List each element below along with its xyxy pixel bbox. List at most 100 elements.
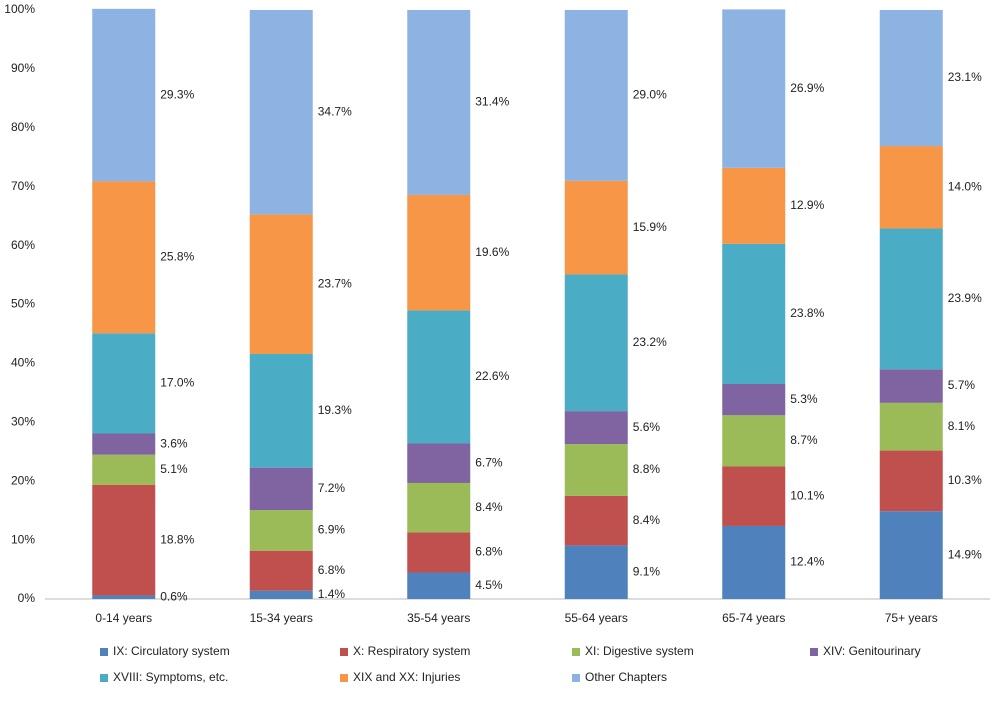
bar-segment bbox=[564, 274, 628, 412]
value-label: 6.7% bbox=[475, 455, 503, 469]
bar-segment bbox=[407, 482, 471, 533]
bar-segment bbox=[92, 181, 156, 334]
value-label: 5.7% bbox=[948, 378, 976, 392]
bar-segment bbox=[564, 545, 628, 599]
bar-segment bbox=[407, 572, 471, 599]
bar-segment bbox=[879, 450, 943, 512]
y-tick-label: 100% bbox=[4, 2, 35, 16]
bar-segment bbox=[879, 369, 943, 403]
bar-segment bbox=[722, 243, 786, 385]
value-label: 14.9% bbox=[948, 547, 982, 561]
value-label: 10.3% bbox=[948, 473, 982, 487]
bar-segment bbox=[407, 194, 471, 311]
bar-segment bbox=[249, 10, 313, 215]
y-tick-label: 50% bbox=[11, 297, 35, 311]
legend-label: IX: Circulatory system bbox=[113, 644, 230, 658]
value-label: 5.3% bbox=[790, 392, 818, 406]
bar-segment bbox=[407, 532, 471, 573]
bar-segment bbox=[92, 454, 156, 485]
value-label: 17.0% bbox=[160, 376, 194, 390]
legend-swatch bbox=[572, 648, 580, 656]
value-label: 22.6% bbox=[475, 369, 509, 383]
value-label: 12.9% bbox=[790, 198, 824, 212]
legend-swatch bbox=[810, 648, 818, 656]
y-tick-label: 80% bbox=[11, 120, 35, 134]
bar-segment bbox=[249, 550, 313, 591]
value-label: 29.3% bbox=[160, 87, 194, 101]
bar-segment bbox=[879, 402, 943, 451]
x-tick-label: 75+ years bbox=[885, 611, 938, 625]
value-label: 8.7% bbox=[790, 433, 818, 447]
value-label: 29.0% bbox=[633, 88, 667, 102]
value-label: 6.8% bbox=[318, 563, 346, 577]
bar-segment bbox=[722, 384, 786, 416]
y-tick-label: 10% bbox=[11, 532, 35, 546]
value-label: 23.7% bbox=[318, 276, 352, 290]
legend-label: XIX and XX: Injuries bbox=[353, 670, 460, 684]
bar-segment bbox=[249, 214, 313, 354]
bar-segment bbox=[564, 180, 628, 275]
bar-segment bbox=[879, 10, 943, 147]
value-label: 4.5% bbox=[475, 578, 503, 592]
bar-segment bbox=[92, 8, 156, 182]
bar-segment bbox=[407, 10, 471, 195]
bar-segment bbox=[92, 595, 156, 599]
value-label: 5.6% bbox=[633, 420, 661, 434]
value-label: 34.7% bbox=[318, 104, 352, 118]
legend-label: Other Chapters bbox=[585, 670, 667, 684]
bar-segment bbox=[407, 443, 471, 483]
y-tick-label: 60% bbox=[11, 238, 35, 252]
x-tick-label: 0-14 years bbox=[95, 611, 152, 625]
value-label: 31.4% bbox=[475, 95, 509, 109]
bar-segment bbox=[564, 411, 628, 445]
value-label: 0.6% bbox=[160, 589, 188, 603]
value-label: 23.1% bbox=[948, 70, 982, 84]
value-label: 6.8% bbox=[475, 545, 503, 559]
bar-segment bbox=[249, 353, 313, 468]
x-tick-label: 65-74 years bbox=[722, 611, 785, 625]
bar-segment bbox=[92, 333, 156, 434]
bar-segment bbox=[92, 484, 156, 596]
value-label: 3.6% bbox=[160, 436, 188, 450]
value-label: 8.4% bbox=[475, 500, 503, 514]
y-tick-label: 0% bbox=[18, 591, 36, 605]
value-label: 15.9% bbox=[633, 220, 667, 234]
value-label: 9.1% bbox=[633, 564, 661, 578]
value-label: 19.3% bbox=[318, 403, 352, 417]
bar-segment bbox=[564, 495, 628, 546]
value-label: 6.9% bbox=[318, 523, 346, 537]
bar-segment bbox=[407, 310, 471, 444]
legend-label: X: Respiratory system bbox=[353, 644, 470, 658]
y-tick-label: 70% bbox=[11, 179, 35, 193]
value-label: 7.2% bbox=[318, 481, 346, 495]
bar-segment bbox=[249, 590, 313, 599]
bar-segment bbox=[564, 10, 628, 181]
x-tick-label: 35-54 years bbox=[407, 611, 470, 625]
value-label: 23.2% bbox=[633, 335, 667, 349]
legend-label: XI: Digestive system bbox=[585, 644, 694, 658]
legend-swatch bbox=[572, 674, 580, 682]
value-label: 23.9% bbox=[948, 291, 982, 305]
bar-segment bbox=[249, 510, 313, 551]
value-label: 25.8% bbox=[160, 250, 194, 264]
value-label: 26.9% bbox=[790, 81, 824, 95]
bar-segment bbox=[722, 167, 786, 244]
bar-segment bbox=[564, 444, 628, 496]
bar-segment bbox=[879, 511, 943, 599]
bar-segment bbox=[722, 9, 786, 168]
y-tick-label: 40% bbox=[11, 356, 35, 370]
value-label: 23.8% bbox=[790, 306, 824, 320]
bar-segment bbox=[879, 228, 943, 370]
value-label: 5.1% bbox=[160, 462, 188, 476]
x-tick-label: 15-34 years bbox=[250, 611, 313, 625]
legend-swatch bbox=[340, 648, 348, 656]
value-label: 8.4% bbox=[633, 513, 661, 527]
bar-segment bbox=[92, 433, 156, 455]
bar-segment bbox=[879, 146, 943, 229]
y-tick-label: 20% bbox=[11, 473, 35, 487]
bar-segment bbox=[249, 467, 313, 511]
y-tick-label: 90% bbox=[11, 61, 35, 75]
legend-label: XIV: Genitourinary bbox=[823, 644, 921, 658]
value-label: 10.1% bbox=[790, 488, 824, 502]
